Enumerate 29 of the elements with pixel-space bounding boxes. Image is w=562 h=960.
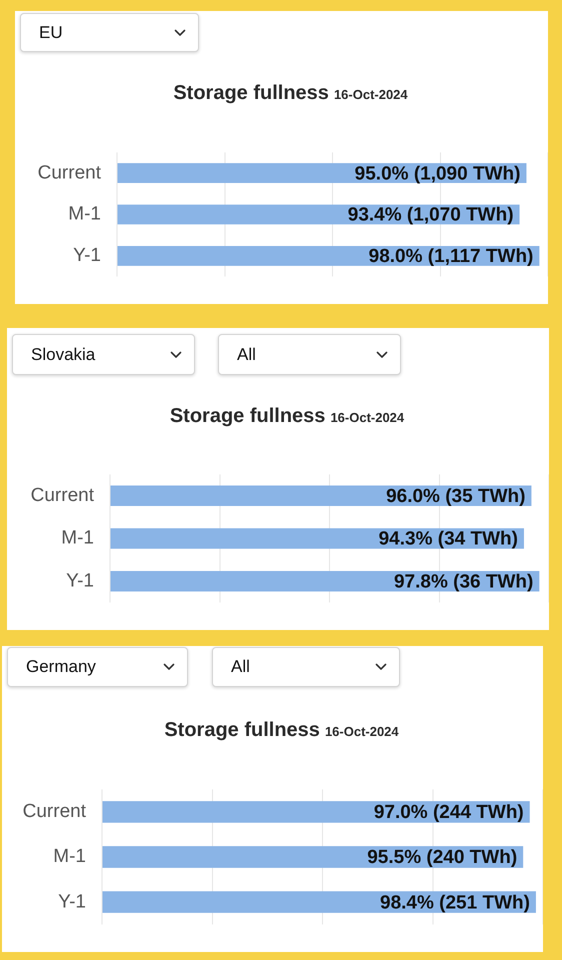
y-tick-label: Current	[38, 162, 102, 184]
dropdown[interactable]: EU	[20, 13, 199, 52]
y-tick-label: Current	[22, 801, 87, 822]
data-label: 94.3% (34 TWh)	[378, 528, 518, 550]
chart-title: Storage fullness	[170, 405, 326, 427]
y-tick-label: M-1	[53, 846, 86, 868]
y-tick-label: Y-1	[58, 891, 86, 912]
y-tick-label: Current	[30, 485, 95, 506]
dropdown[interactable]: Slovakia	[12, 334, 195, 375]
data-label: 93.4% (1,070 TWh)	[348, 204, 514, 226]
dropdown[interactable]: All	[212, 647, 400, 687]
chart-title: Storage fullness	[164, 719, 320, 741]
chart-subtitle: 16-Oct-2024	[334, 87, 408, 102]
y-tick-label: Y-1	[66, 570, 94, 592]
y-tick-label: M-1	[68, 204, 101, 225]
data-label: 97.0% (244 TWh)	[374, 802, 524, 824]
dropdown[interactable]: All	[218, 334, 401, 375]
data-label: 95.0% (1,090 TWh)	[354, 163, 520, 184]
chart-subtitle: 16-Oct-2024	[324, 724, 399, 739]
y-tick-label: Y-1	[73, 245, 101, 266]
data-label: 95.5% (240 TWh)	[367, 847, 518, 868]
data-label: 98.4% (251 TWh)	[380, 892, 530, 914]
data-label: 98.0% (1,117 TWh)	[368, 246, 534, 268]
y-tick-label: M-1	[61, 528, 94, 549]
data-label: 96.0% (35 TWh)	[386, 486, 526, 507]
chart-title: Storage fullness	[173, 82, 329, 104]
dropdown[interactable]: Germany	[7, 647, 188, 687]
chart-subtitle: 16-Oct-2024	[330, 410, 404, 425]
data-label: 97.8% (36 TWh)	[394, 571, 534, 592]
